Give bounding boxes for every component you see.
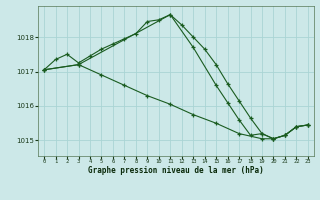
X-axis label: Graphe pression niveau de la mer (hPa): Graphe pression niveau de la mer (hPa) [88, 166, 264, 175]
